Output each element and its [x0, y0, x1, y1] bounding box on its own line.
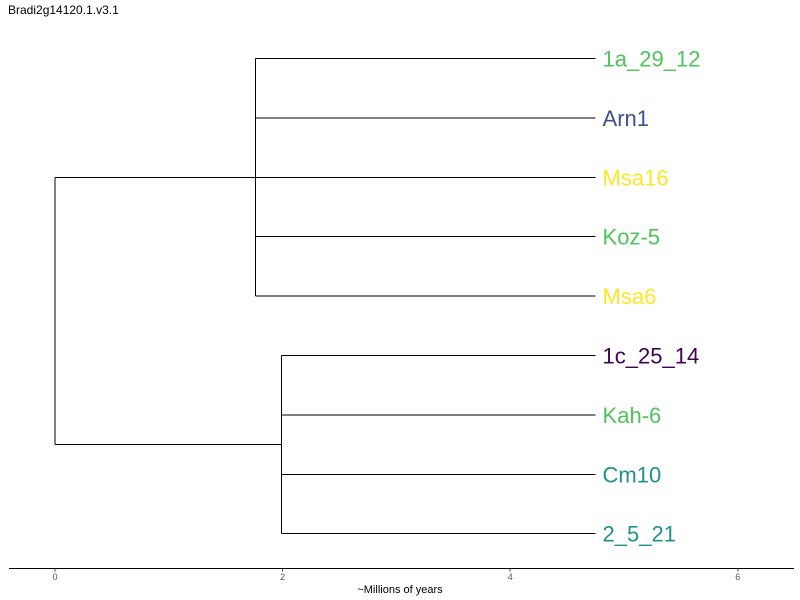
tip-label: Koz-5 [603, 225, 660, 250]
tip-label: Msa16 [603, 165, 669, 190]
tip-label: Msa6 [603, 284, 657, 309]
tip-label: 1a_29_12 [603, 47, 701, 72]
chart-title: Bradi2g14120.1.v3.1 [8, 3, 119, 17]
tip-label: 2_5_21 [603, 522, 676, 547]
x-tick-label: 0 [52, 572, 57, 582]
tip-labels: 1a_29_12 Arn1 Msa16 Koz-5 Msa6 1c_25_14 Kah-6 C… [603, 47, 701, 547]
tip-label: 1c_25_14 [603, 344, 700, 369]
tip-label: Cm10 [603, 462, 662, 487]
x-axis-title: ~Millions of years [357, 584, 443, 596]
x-axis-ticks: 0 2 4 6 [52, 568, 740, 582]
tree-edges [54, 58, 596, 535]
tip-label: Arn1 [603, 106, 649, 131]
tip-label: Kah-6 [603, 403, 662, 428]
x-tick-label: 2 [280, 572, 285, 582]
x-axis: 0 2 4 6 ~Millions of years [9, 568, 794, 596]
x-tick-label: 6 [735, 572, 740, 582]
x-tick-label: 4 [508, 572, 513, 582]
